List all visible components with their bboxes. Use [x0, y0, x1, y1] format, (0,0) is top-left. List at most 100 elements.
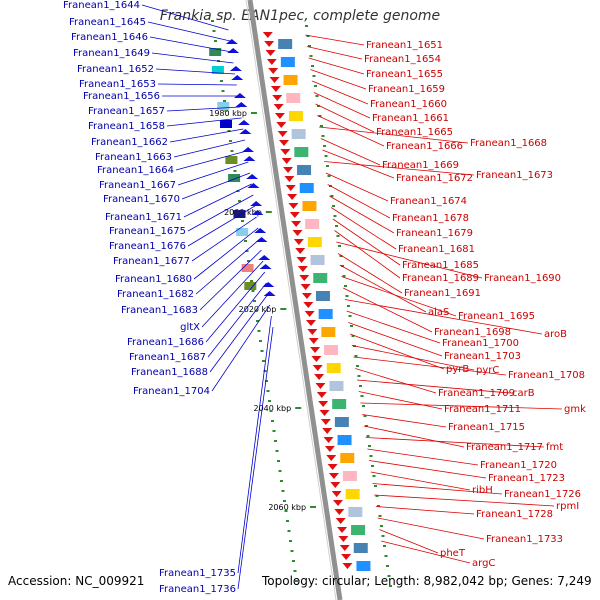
feature-box — [334, 417, 349, 427]
gene-label-right: Franean1_1726 — [504, 489, 581, 500]
gene-arrow-plus — [311, 356, 322, 362]
gene-arrow-minus — [238, 120, 250, 125]
gene-label-right: Franean1_1695 — [458, 311, 535, 322]
feature-box — [342, 471, 357, 481]
axis-minor-tick — [359, 385, 362, 387]
gene-arrow-minus — [242, 147, 255, 152]
axis-minor-tick — [287, 530, 291, 532]
axis-minor-tick — [339, 255, 343, 257]
gene-label-right: Franean1_1669 — [382, 160, 459, 171]
gene-label-right: Franean1_1681 — [398, 244, 475, 255]
gene-arrow-plus — [327, 464, 338, 470]
connector-left — [237, 315, 272, 574]
connector-right — [353, 356, 507, 376]
feature-box — [324, 345, 339, 355]
axis-minor-tick — [323, 145, 326, 147]
gene-label-right: Franean1_1661 — [372, 113, 449, 124]
gene-label-right: carB — [512, 388, 535, 399]
gene-arrow-plus — [333, 500, 343, 506]
axis-minor-tick — [320, 125, 323, 127]
connector-right — [305, 34, 365, 46]
gene-label-right: Franean1_1698 — [434, 327, 511, 338]
gene-arrow-plus — [328, 473, 339, 479]
connector-right — [341, 276, 457, 317]
gene-arrow-minus — [243, 156, 256, 161]
gene-label-right: Franean1_1672 — [396, 173, 473, 184]
gene-arrow-plus — [266, 59, 277, 65]
connector-left — [187, 205, 256, 247]
gene-label-left: Franean1_1676 — [109, 241, 186, 252]
gene-arrow-minus — [251, 210, 264, 215]
gene-label-right: Franean1_1711 — [444, 404, 521, 415]
axis-tick-label: 2040 kbp — [253, 404, 291, 413]
connector-right — [377, 517, 485, 540]
gene-arrow-plus — [304, 311, 315, 317]
accession-label: Accession: NC_009921 — [8, 574, 145, 588]
gene-arrow-plus — [326, 455, 337, 461]
connector-right — [325, 172, 389, 202]
gene-label-left: Franean1_1664 — [97, 165, 174, 176]
gene-arrow-plus — [287, 194, 298, 200]
axis-minor-tick — [230, 150, 234, 152]
gene-label-right: gmk — [564, 404, 586, 415]
connector-right — [308, 57, 365, 75]
gene-label-right: Franean1_1654 — [364, 54, 441, 65]
connector-left — [193, 227, 259, 280]
connector-left — [237, 326, 274, 590]
gene-arrow-plus — [265, 50, 276, 56]
connector-left — [147, 21, 231, 42]
axis-minor-tick — [342, 275, 346, 277]
feature-box — [225, 156, 238, 164]
gene-label-right: fmt — [546, 442, 563, 453]
axis-minor-tick — [368, 445, 371, 447]
connector-left — [151, 52, 234, 64]
connector-right — [351, 345, 475, 371]
gene-label-right: Franean1_1674 — [390, 196, 467, 207]
axis-minor-tick — [266, 390, 270, 392]
gene-arrow-minus — [258, 255, 271, 260]
gene-label-left: Franean1_1736 — [159, 584, 236, 595]
connector-left — [191, 216, 257, 262]
gene-label-right: Franean1_1733 — [486, 534, 563, 545]
gene-label-right: Franean1_1703 — [444, 351, 521, 362]
gene-label-right: argC — [472, 558, 495, 569]
feature-box — [302, 201, 317, 211]
connector-right — [339, 264, 427, 313]
axis-minor-tick — [284, 510, 288, 512]
axis-minor-tick — [326, 165, 329, 167]
gene-arrow-plus — [303, 302, 314, 308]
feature-box — [286, 93, 301, 103]
axis-minor-tick — [377, 505, 380, 507]
connector-left — [199, 249, 262, 311]
axis-minor-tick — [369, 455, 373, 457]
gene-arrow-plus — [338, 536, 349, 542]
connector-right — [311, 80, 369, 105]
gene-arrow-plus — [312, 365, 323, 371]
gene-label-right: Franean1_1668 — [470, 138, 547, 149]
gene-arrow-plus — [279, 140, 289, 146]
feature-box — [318, 309, 333, 319]
feature-box — [329, 381, 344, 391]
gene-label-left: Franean1_1649 — [73, 48, 150, 59]
axis-minor-tick — [290, 550, 294, 552]
gene-arrow-plus — [270, 86, 281, 92]
gene-label-left: Franean1_1652 — [77, 64, 154, 75]
connector-left — [181, 172, 251, 200]
axis-minor-tick — [378, 515, 382, 517]
gene-label-right: Franean1_1700 — [442, 338, 519, 349]
gene-arrow-minus — [254, 228, 267, 233]
axis-minor-tick — [354, 355, 358, 357]
axis-minor-tick — [295, 580, 298, 582]
axis-minor-tick — [259, 340, 262, 342]
gene-label-right: Franean1_1720 — [480, 460, 557, 471]
feature-box — [280, 57, 295, 67]
feature-box — [305, 219, 320, 229]
gene-arrow-plus — [310, 347, 321, 353]
axis-minor-tick — [251, 290, 255, 292]
gene-label-left: Franean1_1680 — [115, 274, 192, 285]
gene-arrow-minus — [263, 291, 276, 296]
connector-left — [187, 194, 254, 232]
axis-minor-tick — [245, 250, 249, 252]
gene-arrow-minus — [250, 201, 263, 206]
gene-arrow-plus — [306, 320, 316, 326]
